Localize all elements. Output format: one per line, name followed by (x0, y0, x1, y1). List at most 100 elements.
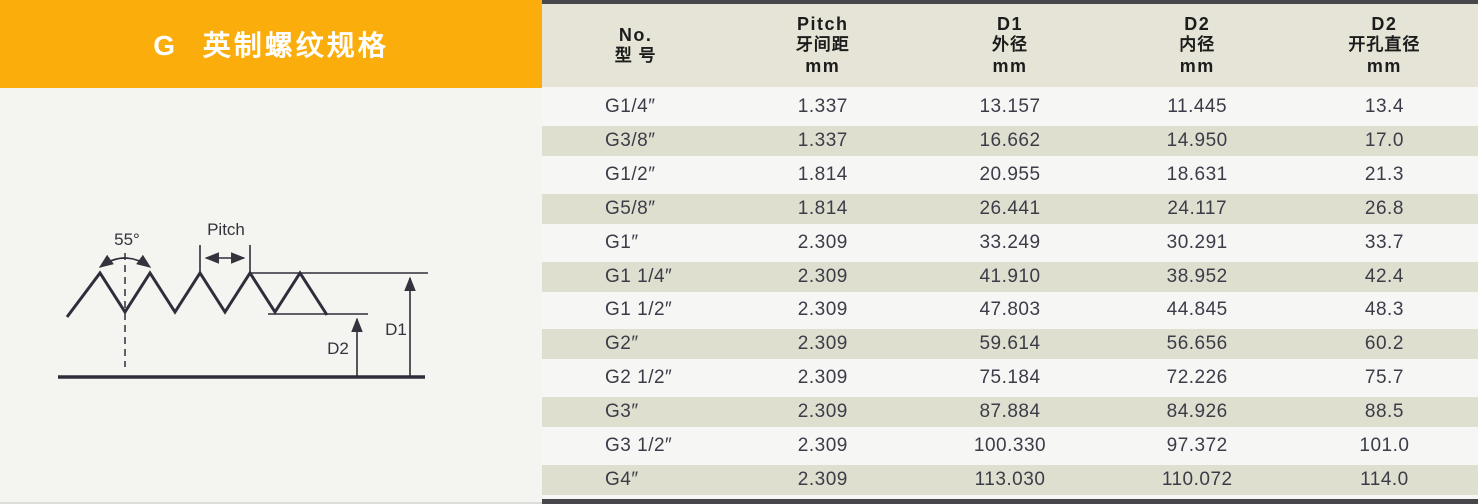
row-label: G1/2″ (605, 163, 656, 185)
table-cell: 2.309 (797, 299, 848, 321)
table-cell: 72.226 (1166, 367, 1228, 389)
table-row: G4″ 2.309 113.030 110.072 114.0 (542, 461, 1478, 499)
table-cell: 1.337 (797, 95, 848, 117)
column-header: D2 开孔直径 mm (1291, 4, 1478, 87)
table-cell: 59.614 (979, 333, 1041, 355)
table-cell: 2.309 (797, 469, 848, 491)
table-header-row: No. 型 号 Pitch 牙间距 mm D1 外径 mm D2 内径 mm D2 开孔直径 mm (542, 4, 1478, 87)
table-cell: 16.662 (979, 129, 1041, 151)
column-header-line: 内径 (1179, 35, 1216, 55)
table-cell: 87.884 (979, 401, 1041, 423)
table-cell: 18.631 (1166, 163, 1228, 185)
table-bottom-rule (542, 499, 1478, 504)
table-cell: 1.814 (797, 163, 848, 185)
column-header: D2 内径 mm (1104, 4, 1291, 87)
column-header-line: mm (992, 55, 1028, 76)
column-header-line: D2 (1184, 14, 1211, 35)
angle-label: 55° (114, 230, 140, 249)
table-cell: 11.445 (1167, 95, 1228, 117)
row-label: G1 1/4″ (605, 265, 673, 287)
pitch-label: Pitch (207, 220, 245, 239)
column-header-line: D2 (1371, 14, 1398, 35)
column-header-line: mm (1179, 55, 1215, 76)
table-cell: 88.5 (1364, 401, 1404, 423)
column-header: Pitch 牙间距 mm (729, 4, 916, 87)
table-body: G1/4″ 1.337 13.157 11.445 13.4 G3/8″ 1.337 16.6… (542, 92, 1478, 499)
column-header-line: No. (618, 24, 653, 45)
table-cell: 2.309 (797, 401, 848, 423)
row-label: G2 1/2″ (605, 367, 673, 389)
column-header-line: 牙间距 (795, 35, 850, 55)
table-cell: 114.0 (1360, 469, 1409, 491)
table-cell: 56.656 (1166, 333, 1228, 355)
row-label: G1″ (605, 231, 639, 253)
table-row: G2 1/2″ 2.309 75.184 72.226 75.7 (542, 363, 1478, 393)
table-cell: 2.309 (797, 333, 848, 355)
table-cell: 84.926 (1166, 401, 1228, 423)
table-cell: 14.950 (1166, 129, 1228, 151)
row-label: G3″ (605, 401, 639, 423)
table-cell: 24.117 (1167, 197, 1228, 219)
d1-label: D1 (385, 320, 407, 339)
table-cell: 20.955 (979, 163, 1041, 185)
column-header-line: mm (805, 55, 841, 76)
row-label: G1/4″ (605, 95, 656, 117)
thread-profile-path (65, 270, 329, 318)
table-cell: 13.157 (979, 95, 1041, 117)
table-row: G1/2″ 1.814 20.955 18.631 21.3 (542, 160, 1478, 190)
table-cell: 30.291 (1166, 231, 1228, 253)
table-cell: 2.309 (797, 231, 848, 253)
column-header-line: Pitch (797, 14, 849, 35)
table-header-gap (542, 87, 1478, 92)
row-label: G3/8″ (605, 129, 656, 151)
table-cell: 47.803 (979, 299, 1041, 321)
table-cell: 48.3 (1364, 299, 1404, 321)
table-cell: 26.8 (1364, 197, 1404, 219)
table-cell: 2.309 (797, 265, 848, 287)
table-row: G1/4″ 1.337 13.157 11.445 13.4 (542, 92, 1478, 122)
angle-arc (98, 254, 152, 268)
column-header-line: 型 号 (614, 46, 657, 66)
table-cell: 17.0 (1364, 129, 1404, 151)
thread-profile-diagram: 55° Pitch D2 D1 (58, 220, 428, 379)
table-cell: 1.337 (797, 129, 848, 151)
column-header: D1 外径 mm (916, 4, 1103, 87)
table-cell: 60.2 (1364, 333, 1404, 355)
table-cell: 110.072 (1161, 469, 1233, 491)
table-cell: 42.4 (1364, 265, 1404, 287)
column-header-line: 开孔直径 (1348, 35, 1421, 55)
spec-table: No. 型 号 Pitch 牙间距 mm D1 外径 mm D2 内径 mm D2 开孔直径 mm G1/… (542, 0, 1478, 504)
column-header-line: 外径 (992, 35, 1028, 55)
row-label: G2″ (605, 333, 639, 355)
column-header-line: D1 (997, 14, 1024, 35)
table-cell: 33.249 (979, 231, 1041, 253)
d2-label: D2 (327, 339, 349, 358)
left-panel: G 英制螺纹规格 55° Pitch (0, 0, 542, 504)
table-row: G1″ 2.309 33.249 30.291 33.7 (542, 228, 1478, 258)
table-cell: 38.952 (1166, 265, 1228, 287)
table-cell: 97.372 (1166, 435, 1228, 457)
table-row: G1 1/4″ 2.309 41.910 38.952 42.4 (542, 258, 1478, 296)
table-top-rule (542, 0, 1478, 4)
table-cell: 44.845 (1166, 299, 1228, 321)
table-cell: 21.3 (1364, 163, 1404, 185)
table-cell: 26.441 (979, 197, 1041, 219)
table-cell: 1.814 (797, 197, 848, 219)
table-row: G3″ 2.309 87.884 84.926 88.5 (542, 393, 1478, 431)
table-cell: 2.309 (797, 367, 848, 389)
table-cell: 13.4 (1364, 95, 1404, 117)
table-cell: 101.0 (1359, 435, 1410, 457)
row-label: G1 1/2″ (605, 299, 673, 321)
row-label: G5/8″ (605, 197, 656, 219)
row-label: G3 1/2″ (605, 435, 673, 457)
table-row: G3/8″ 1.337 16.662 14.950 17.0 (542, 122, 1478, 160)
table-cell: 75.7 (1364, 367, 1404, 389)
section-title-bar: G 英制螺纹规格 (0, 0, 542, 88)
table-cell: 2.309 (797, 435, 848, 457)
column-header-line: mm (1366, 55, 1402, 76)
table-cell: 41.910 (979, 265, 1041, 287)
section-title: G 英制螺纹规格 (153, 30, 389, 61)
row-label: G4″ (605, 469, 639, 491)
table-cell: 33.7 (1364, 231, 1404, 253)
